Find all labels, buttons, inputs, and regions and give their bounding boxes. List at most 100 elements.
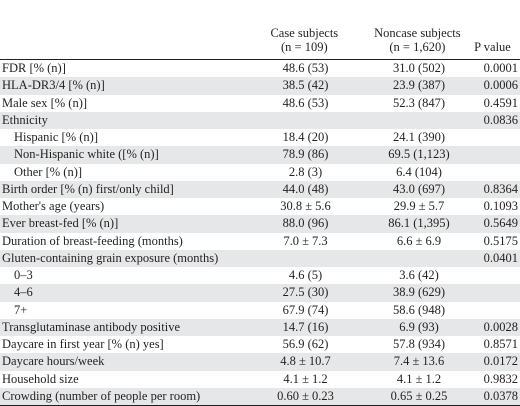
- row-label: Gluten-containing grain exposure (months…: [2, 250, 219, 265]
- header-blank: [0, 0, 246, 59]
- noncase-value: 31.0 (502): [392, 61, 446, 75]
- table-row: Duration of breast-feeding (months) 7.0 ±…: [0, 233, 520, 250]
- noncase-title: Noncase subjects: [374, 26, 461, 40]
- table-row: Gluten-containing grain exposure (months…: [0, 249, 520, 267]
- noncase-value: 43.0 (697): [392, 181, 446, 196]
- p-value: 0.9832: [483, 371, 518, 386]
- row-label: HLA-DR3/4 [% (n)]: [2, 78, 105, 93]
- noncase-n: (n = 1,620): [389, 40, 446, 54]
- noncase-value: 23.9 (387): [392, 78, 446, 93]
- row-label: Other [% (n)]: [14, 164, 83, 179]
- case-n: (n = 109): [281, 40, 328, 54]
- header-noncase: Noncase subjects (n = 1,620): [363, 0, 473, 59]
- noncase-value: 7.4 ± 13.6: [393, 354, 445, 369]
- case-value: 56.9 (62): [282, 337, 329, 351]
- case-value: 18.4 (20): [282, 130, 329, 144]
- noncase-value: 58.6 (948): [392, 302, 446, 317]
- case-value: 38.5 (42): [282, 78, 329, 93]
- row-label: Mother's age (years): [2, 199, 105, 213]
- row-label: Non-Hispanic white ([% (n)]: [14, 147, 159, 162]
- case-value: 0.60 ± 0.23: [277, 388, 334, 403]
- case-title: Case subjects: [270, 26, 339, 40]
- case-value: 4.8 ± 10.7: [280, 354, 331, 369]
- p-value: 0.5649: [483, 216, 518, 231]
- p-value: 0.0172: [483, 354, 518, 369]
- noncase-value: 29.9 ± 5.7: [393, 199, 445, 213]
- p-value: 0.0001: [483, 61, 518, 75]
- table-row: Hispanic [% (n)] 18.4 (20) 24.1 (390): [0, 129, 520, 146]
- table-row: Daycare hours/week 4.8 ± 10.7 7.4 ± 13.6 0.…: [0, 353, 520, 371]
- table-row: Household size 4.1 ± 1.2 4.1 ± 1.2 0.9832: [0, 371, 520, 388]
- table-row: Ever breast-fed [% (n)] 88.0 (96) 86.1 (1,…: [0, 215, 520, 233]
- noncase-value: 3.6 (42): [399, 268, 439, 282]
- p-value: 0.0378: [483, 388, 518, 403]
- table-row: Birth order [% (n) first/only child] 44.0…: [0, 180, 520, 198]
- p-value: 0.0006: [483, 78, 518, 93]
- noncase-value: 4.1 ± 1.2: [396, 371, 442, 386]
- noncase-value: 6.6 ± 6.9: [396, 233, 442, 248]
- table-row: FDR [% (n)] 48.6 (53) 31.0 (502) 0.0001: [0, 60, 520, 77]
- table-row: Non-Hispanic white ([% (n)] 78.9 (86) 69.5…: [0, 146, 520, 164]
- table-row: Male sex [% (n)] 48.6 (53) 52.3 (847) 0.459…: [0, 95, 520, 112]
- p-value: 0.0401: [483, 250, 518, 265]
- case-value: 2.8 (3): [288, 164, 323, 179]
- case-value: 27.5 (30): [282, 285, 329, 300]
- noncase-value: 52.3 (847): [392, 95, 446, 110]
- case-value: 88.0 (96): [282, 216, 329, 231]
- noncase-value: 6.4 (104): [396, 164, 442, 179]
- table-row: Crowding (number of people per room) 0.60…: [0, 387, 520, 405]
- p-value: 0.0028: [483, 319, 518, 334]
- row-label: Ethnicity: [2, 112, 48, 127]
- row-label: Hispanic [% (n)]: [14, 130, 98, 144]
- table-row: Other [% (n)] 2.8 (3) 6.4 (104): [0, 164, 520, 181]
- row-label: Ever breast-fed [% (n)]: [2, 216, 119, 231]
- noncase-value: 0.65 ± 0.25: [390, 388, 448, 403]
- row-label: Daycare in first year [% (n) yes]: [2, 337, 164, 351]
- table-row: HLA-DR3/4 [% (n)] 38.5 (42) 23.9 (387) 0.00…: [0, 77, 520, 95]
- row-label: FDR [% (n)]: [2, 61, 66, 75]
- case-value: 67.9 (74): [282, 302, 329, 317]
- case-value: 48.6 (53): [282, 61, 329, 75]
- row-label: Duration of breast-feeding (months): [2, 233, 183, 248]
- p-value: 0.0836: [483, 112, 518, 127]
- case-value: 30.8 ± 5.6: [280, 199, 331, 213]
- noncase-value: 38.9 (629): [392, 285, 446, 300]
- case-value: 7.0 ± 7.3: [283, 233, 328, 248]
- row-label: Crowding (number of people per room): [2, 388, 201, 403]
- p-value: 0.8364: [483, 181, 518, 196]
- row-label: Birth order [% (n) first/only child]: [2, 181, 174, 196]
- table-header: Case subjects (n = 109) Noncase subjects…: [0, 0, 520, 60]
- header-case: Case subjects (n = 109): [246, 0, 363, 59]
- table-row: 0–3 4.6 (5) 3.6 (42): [0, 267, 520, 284]
- case-value: 78.9 (86): [282, 147, 329, 162]
- noncase-value: 86.1 (1,395): [388, 216, 450, 231]
- table-row: 7+ 67.9 (74) 58.6 (948): [0, 302, 520, 319]
- noncase-value: 24.1 (390): [392, 130, 446, 144]
- table-row: 4–6 27.5 (30) 38.9 (629): [0, 284, 520, 302]
- noncase-value: 57.8 (934): [392, 337, 446, 351]
- case-value: 44.0 (48): [282, 181, 329, 196]
- header-pvalue: P value: [472, 0, 520, 59]
- table-row: Mother's age (years) 30.8 ± 5.6 29.9 ± 5.7…: [0, 198, 520, 215]
- table-row: Daycare in first year [% (n) yes] 56.9 (6…: [0, 336, 520, 353]
- row-label: Daycare hours/week: [2, 354, 105, 369]
- p-value: 0.4591: [483, 95, 518, 110]
- pvalue-label: P value: [474, 40, 511, 54]
- noncase-value: 69.5 (1,123): [388, 147, 450, 162]
- table-body: FDR [% (n)] 48.6 (53) 31.0 (502) 0.0001 HLA-…: [0, 60, 520, 405]
- row-label: 0–3: [14, 268, 33, 282]
- table-row: Transglutaminase antibody positive 14.7 (…: [0, 318, 520, 336]
- p-value: 0.1093: [483, 199, 518, 213]
- case-value: 14.7 (16): [282, 319, 329, 334]
- noncase-value: 6.9 (93): [399, 319, 439, 334]
- row-label: Male sex [% (n)]: [2, 95, 88, 110]
- row-label: Household size: [2, 371, 79, 386]
- row-label: Transglutaminase antibody positive: [2, 319, 180, 334]
- case-value: 4.1 ± 1.2: [283, 371, 328, 386]
- p-value: 0.5175: [483, 233, 518, 248]
- row-label: 7+: [14, 302, 28, 317]
- p-value: 0.8571: [483, 337, 518, 351]
- case-value: 4.6 (5): [288, 268, 323, 282]
- table-row: Ethnicity 0.0836: [0, 111, 520, 129]
